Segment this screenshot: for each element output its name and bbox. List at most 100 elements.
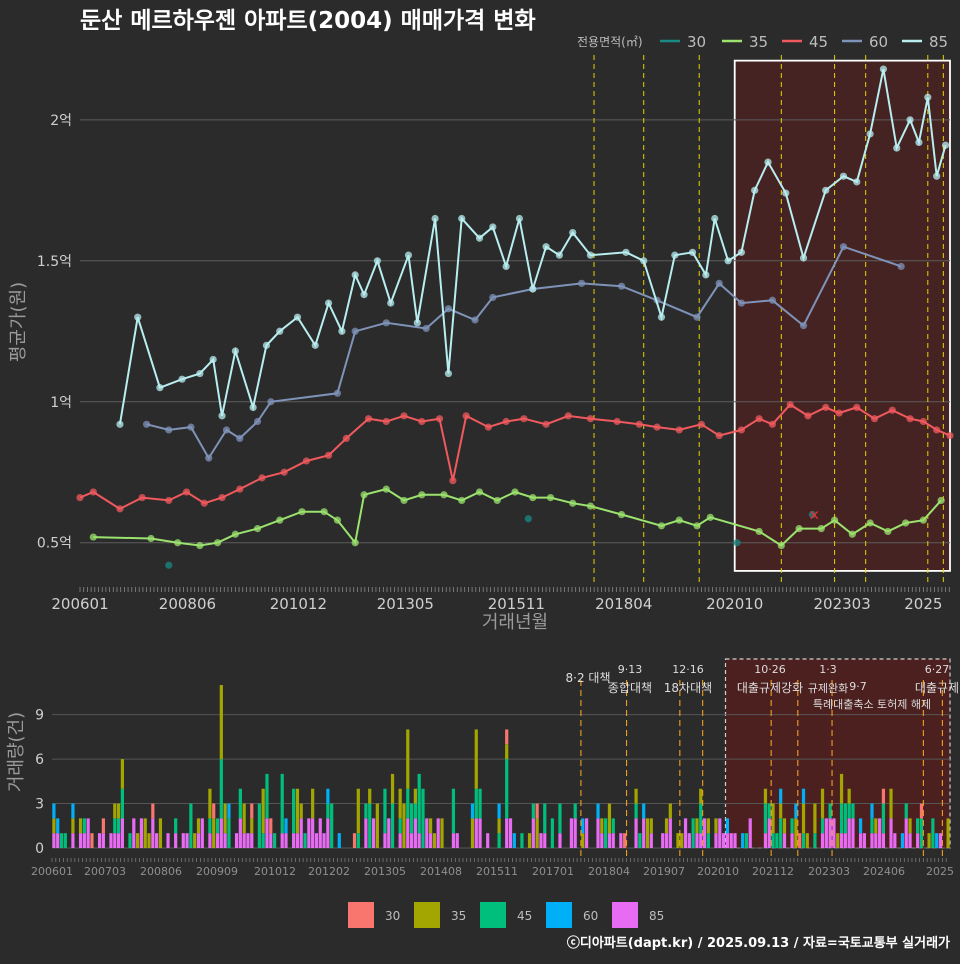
bar-segment xyxy=(352,833,357,848)
y-tick-label-bottom: 6 xyxy=(35,752,44,768)
bar-segment xyxy=(406,818,410,848)
bar-segment xyxy=(874,833,878,848)
bar-segment xyxy=(215,833,220,848)
policy-annotation: 종합대책 xyxy=(608,680,652,695)
bar-segment xyxy=(470,818,475,848)
data-point-35 xyxy=(657,522,666,530)
data-point-45 xyxy=(400,412,408,420)
legend-swatch-bottom-60 xyxy=(546,902,572,928)
data-point-85 xyxy=(373,257,381,265)
bar-segment xyxy=(200,818,204,848)
data-point-85 xyxy=(702,271,710,279)
bar-segment xyxy=(718,818,722,848)
bar-segment xyxy=(505,729,509,745)
data-point-35 xyxy=(400,496,408,505)
bar-segment xyxy=(478,788,482,819)
bar-segment xyxy=(642,818,646,848)
bar-segment xyxy=(839,833,844,848)
bar-segment xyxy=(311,818,315,848)
y-tick-label: 0.5억 xyxy=(37,536,72,552)
data-point-35 xyxy=(475,488,484,496)
bar-segment xyxy=(699,833,703,848)
bar-segment xyxy=(364,818,368,848)
bar-segment xyxy=(71,803,75,819)
bar-segment xyxy=(512,833,516,848)
bar-segment xyxy=(664,833,669,848)
bar-segment xyxy=(851,818,855,848)
bar-segment xyxy=(113,833,117,848)
data-point-45 xyxy=(653,423,661,431)
bar-segment xyxy=(269,818,273,834)
x-tick-label: 200806 xyxy=(159,595,216,613)
bar-segment xyxy=(779,818,783,848)
data-point-45 xyxy=(382,417,390,426)
bar-segment xyxy=(858,833,863,848)
data-point-35 xyxy=(214,539,222,547)
bar-segment xyxy=(847,803,851,819)
data-point-35 xyxy=(755,527,763,536)
data-point-85 xyxy=(311,341,319,349)
bar-segment xyxy=(946,818,950,848)
bar-segment xyxy=(683,818,688,848)
data-point-35 xyxy=(617,510,626,519)
bar-segment xyxy=(116,833,121,848)
data-point-35 xyxy=(360,491,368,499)
bar-segment xyxy=(904,818,908,848)
bar-segment xyxy=(881,788,886,804)
data-point-60 xyxy=(799,322,808,330)
bar-segment xyxy=(748,818,752,848)
bar-segment xyxy=(706,833,710,848)
bar-segment xyxy=(600,833,604,848)
data-point-85 xyxy=(360,291,368,299)
legend-label-bottom-60: 60 xyxy=(583,909,598,923)
data-point-35 xyxy=(351,539,359,547)
data-point-60 xyxy=(222,426,231,434)
policy-annotation: 특례대출축소 토허제 해제 xyxy=(813,697,931,711)
bar-segment xyxy=(337,833,341,848)
data-point-85 xyxy=(293,313,302,321)
bar-segment xyxy=(919,818,924,848)
bar-segment xyxy=(820,788,825,819)
bar-segment xyxy=(318,818,322,848)
bar-segment xyxy=(136,833,140,848)
data-point-60 xyxy=(577,279,586,287)
bar-segment xyxy=(78,818,83,834)
bar-segment xyxy=(166,833,170,848)
bar-segment xyxy=(497,803,501,819)
bar-segment xyxy=(265,818,269,848)
series-60 xyxy=(142,243,905,462)
data-point-85 xyxy=(799,254,808,262)
bar-segment xyxy=(429,833,433,848)
x-axis-title: 거래년월 xyxy=(482,612,548,633)
bar-segment xyxy=(908,833,912,848)
legend-swatch-bottom-30 xyxy=(348,902,374,928)
x-tick-label: 201511 xyxy=(488,595,545,613)
bar-segment xyxy=(59,833,64,848)
bar-segment xyxy=(474,788,478,819)
x-tick-label: 202010 xyxy=(706,595,763,613)
bar-segment xyxy=(436,818,440,848)
bar-segment xyxy=(725,818,730,834)
data-point-60 xyxy=(333,389,342,397)
data-point-45 xyxy=(755,415,763,423)
data-point-85 xyxy=(209,355,217,364)
bar-segment xyxy=(413,803,417,819)
bar-segment xyxy=(870,803,874,819)
bar-segment xyxy=(763,803,768,834)
bar-segment xyxy=(881,803,886,834)
data-point-35 xyxy=(174,539,182,547)
data-point-45 xyxy=(435,415,444,423)
data-point-60 xyxy=(839,243,848,251)
data-point-85 xyxy=(515,214,524,223)
bar-segment xyxy=(721,833,726,848)
data-point-85 xyxy=(688,248,697,256)
x-tick-label-bottom: 201804 xyxy=(588,865,630,878)
data-point-45 xyxy=(613,417,621,426)
bar-segment xyxy=(505,818,509,848)
bar-segment xyxy=(779,803,783,819)
bar-segment xyxy=(535,818,539,848)
data-point-35 xyxy=(777,541,785,550)
bar-segment xyxy=(600,818,604,834)
bar-segment xyxy=(596,803,600,819)
data-point-45 xyxy=(586,415,595,423)
